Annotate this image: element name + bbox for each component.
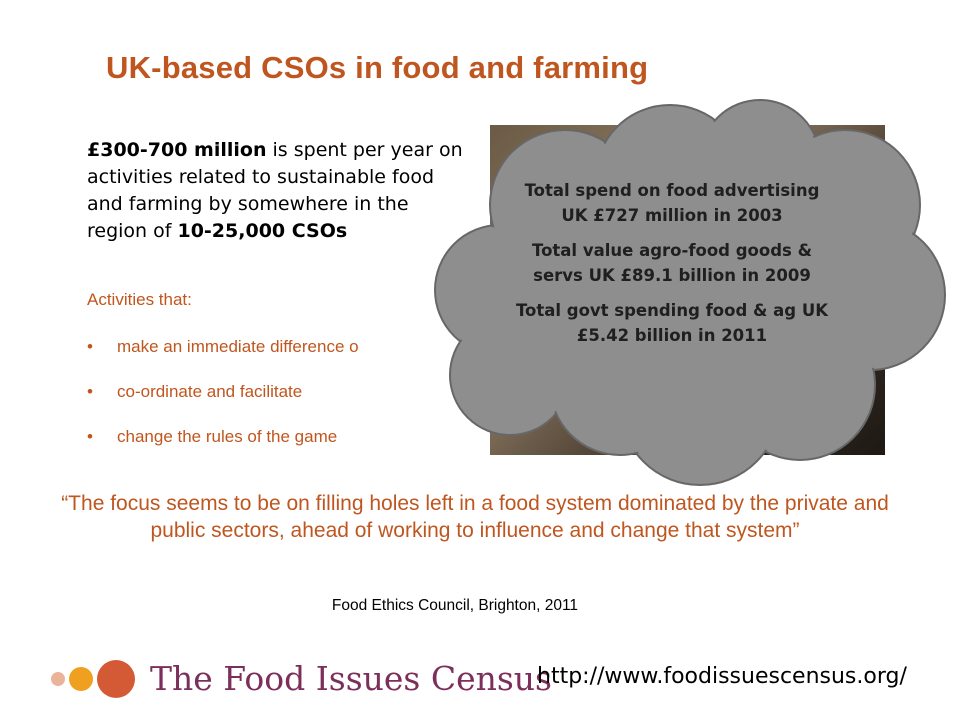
cso-count: 10-25,000 CSOs xyxy=(177,220,348,242)
spend-range: £300-700 million xyxy=(87,139,267,161)
cloud-stat-govt: Total govt spending food & ag UK £5.42 b… xyxy=(515,301,829,345)
website-url[interactable]: http://www.foodissuescensus.org/ xyxy=(537,664,907,689)
activities-heading: Activities that: xyxy=(87,290,192,309)
slide-title: UK-based CSOs in food and farming xyxy=(106,50,649,85)
bullet-icon: • xyxy=(87,382,93,401)
quote-attribution: Food Ethics Council, Brighton, 2011 xyxy=(331,597,579,614)
cloud-stat-agrofood: Total value agro-food goods & servs UK £… xyxy=(532,241,812,285)
intro-text: is spent per year on activities related … xyxy=(87,139,463,242)
activity-label: co-ordinate and facilitate xyxy=(117,382,303,401)
bullet-icon: • xyxy=(87,337,93,356)
activity-label: change the rules of the game xyxy=(117,427,338,446)
activity-item: • change the rules of the game xyxy=(87,427,337,447)
logo-dots-icon xyxy=(51,660,135,698)
logo-text: The Food Issues Census xyxy=(150,659,552,698)
activity-item: • make an immediate difference o xyxy=(87,337,359,357)
activity-item: • co-ordinate and facilitate xyxy=(87,382,302,402)
activity-label: make an immediate difference o xyxy=(117,337,359,356)
cloud-stats: Total spend on food advertising UK £727 … xyxy=(512,178,832,358)
intro-paragraph: £300-700 million is spent per year on ac… xyxy=(87,137,472,245)
bullet-icon: • xyxy=(87,427,93,446)
cloud-stat-advertising: Total spend on food advertising UK £727 … xyxy=(524,181,820,225)
quote-text: “The focus seems to be on filling holes … xyxy=(61,492,889,542)
